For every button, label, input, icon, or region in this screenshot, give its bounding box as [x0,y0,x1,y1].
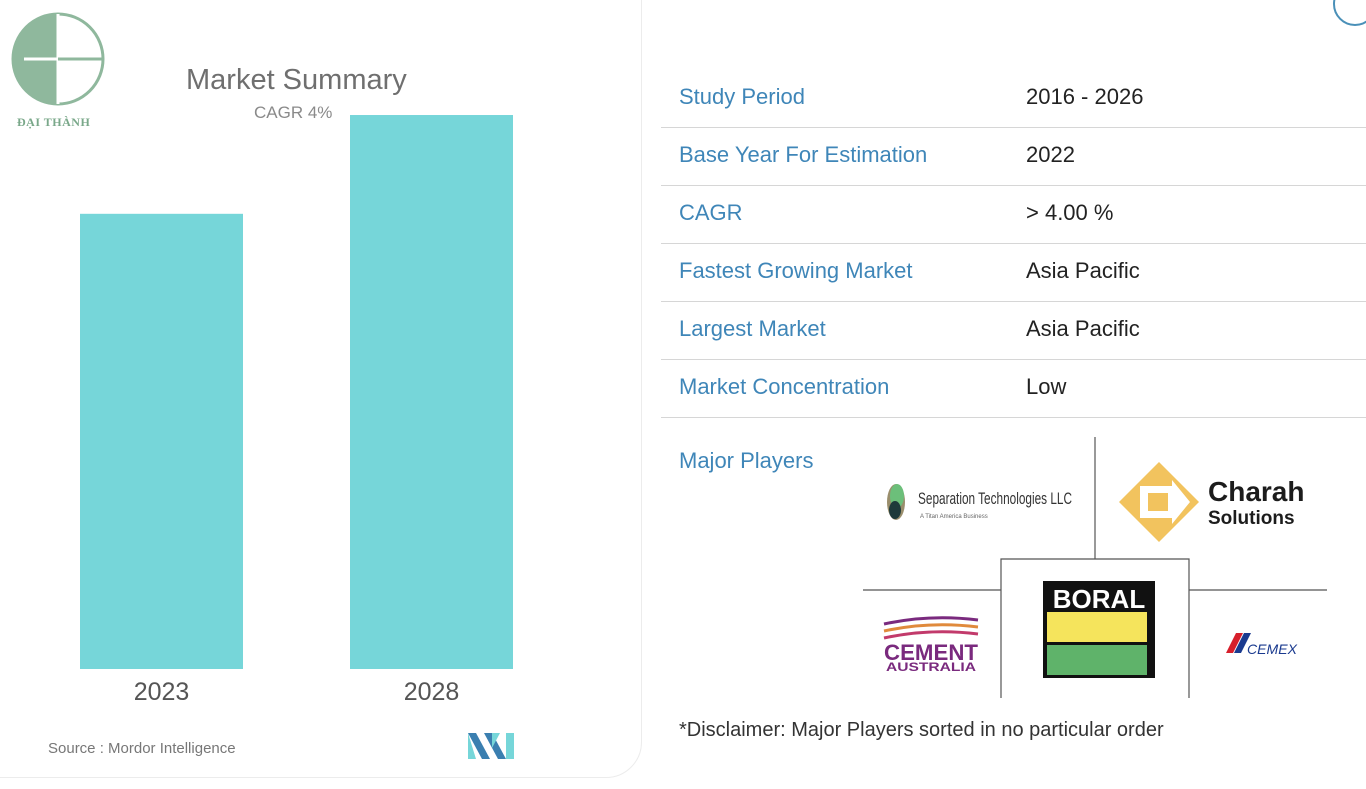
boral-logo: BORAL [1043,581,1155,678]
row-key: Fastest Growing Market [679,258,913,283]
summary-row-concentration: Market Concentration Low [661,360,1366,418]
market-bar-chart: 2023 2028 [80,115,513,706]
x-tick-label: 2028 [404,678,460,706]
row-value: Low [1026,374,1067,399]
row-key: Market Concentration [679,374,890,399]
brand-name: ĐẠI THÀNH [17,115,91,129]
cement-australia-logo: CEMENT AUSTRALIA [883,616,979,674]
row-value: > 4.00 % [1026,200,1114,225]
summary-row-fastest-growing: Fastest Growing Market Asia Pacific [661,244,1366,302]
bar-2028 [350,115,513,669]
chart-subtitle: CAGR 4% [254,103,333,122]
bar-2023 [80,213,243,670]
summary-row-study-period: Study Period 2016 - 2026 [661,70,1366,128]
charah-line1: Charah [1208,476,1304,507]
separation-technologies-logo: Separation Technologies LLC A Titan Amer… [887,484,1072,520]
summary-row-cagr: CAGR > 4.00 % [661,186,1366,244]
disclaimer-text: *Disclaimer: Major Players sorted in no … [679,719,1164,741]
cement-line1: CEMENT [884,640,979,665]
cemex-logo: CEMEX [1226,633,1298,657]
cemex-name: CEMEX [1247,641,1298,657]
row-value: Asia Pacific [1026,316,1140,341]
corner-icon[interactable] [1333,0,1366,26]
separation-name: Separation Technologies LLC [918,489,1072,508]
row-key: CAGR [679,200,743,225]
major-players-label: Major Players [679,448,814,473]
row-value: 2022 [1026,142,1075,167]
row-key: Largest Market [679,316,826,341]
cemex-stripe-icon [1226,633,1243,653]
row-key: Base Year For Estimation [679,142,928,167]
separation-tagline: A Titan America Business [920,514,988,520]
row-value: Asia Pacific [1026,258,1140,283]
summary-row-base-year: Base Year For Estimation 2022 [661,128,1366,186]
summary-row-largest-market: Largest Market Asia Pacific [661,302,1366,360]
mordor-intelligence-logo-icon [468,733,514,759]
row-key: Study Period [679,84,805,109]
dai-thanh-logo-icon [11,12,105,106]
row-value: 2016 - 2026 [1026,84,1144,109]
charah-line2: Solutions [1208,508,1295,529]
x-tick-label: 2023 [134,678,190,706]
cement-line2: AUSTRALIA [886,660,976,674]
charah-solutions-logo: Charah Solutions [1119,462,1304,542]
chart-title: Market Summary [186,64,407,96]
boral-name: BORAL [1053,584,1146,614]
source-text: Source : Mordor Intelligence [48,740,236,757]
